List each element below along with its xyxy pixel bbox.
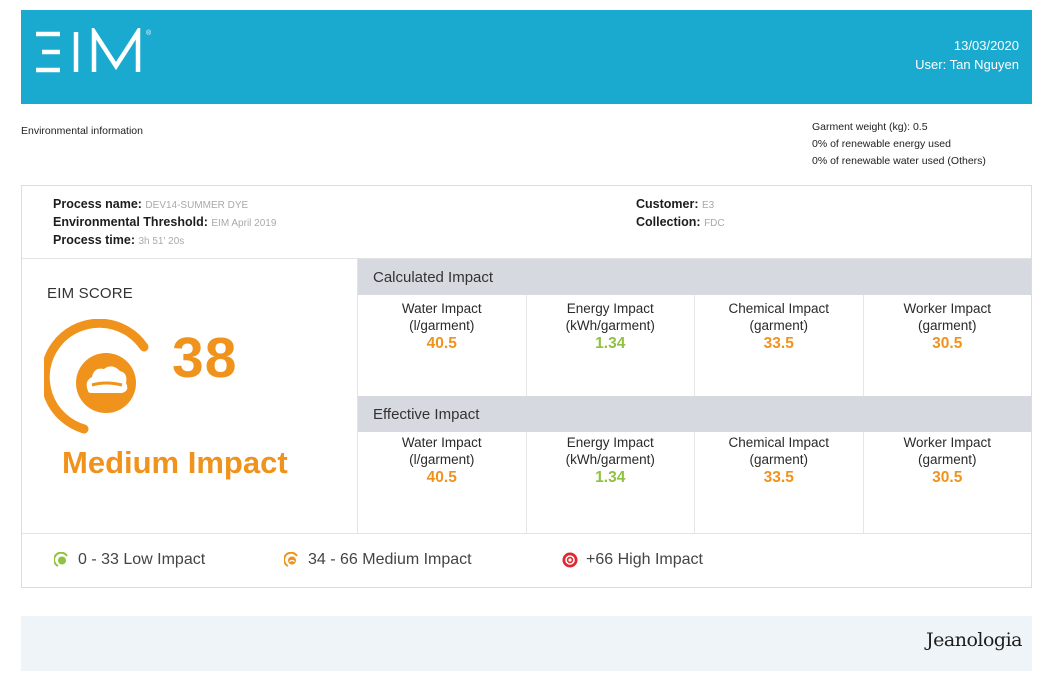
high-impact-icon xyxy=(562,552,578,568)
eim-score-value: 38 xyxy=(172,326,238,390)
renewable-energy: 0% of renewable energy used xyxy=(812,138,951,150)
impact-card: Process name: DEV14-SUMMER DYE Environme… xyxy=(21,185,1032,588)
jeanologia-logo: Jeanologia xyxy=(926,629,1022,651)
report-date: 13/03/2020 xyxy=(953,38,1019,53)
footer-bar: Jeanologia xyxy=(21,616,1032,671)
effective-impact-header: Effective Impact xyxy=(358,396,1031,432)
legend-medium-impact: 34 - 66 Medium Impact xyxy=(284,551,472,569)
impact-legend: 0 - 33 Low Impact 34 - 66 Medium Impact … xyxy=(22,533,1031,587)
process-info: Process name: DEV14-SUMMER DYE Environme… xyxy=(22,186,1031,259)
garment-info: Garment weight (kg): 0.5 0% of renewable… xyxy=(812,119,986,170)
low-impact-icon xyxy=(54,552,68,567)
registered-mark: ® xyxy=(146,30,152,37)
legend-low-impact: 0 - 33 Low Impact xyxy=(54,551,205,569)
process-name: Process name: DEV14-SUMMER DYE xyxy=(53,197,249,211)
calculated-energy-impact: Energy Impact (kWh/garment) 1.34 xyxy=(527,295,695,396)
collection: Collection: FDC xyxy=(636,215,725,229)
legend-high-impact: +66 High Impact xyxy=(562,551,703,569)
eim-score-title: EIM SCORE xyxy=(47,285,133,302)
garment-weight: Garment weight (kg): 0.5 xyxy=(812,121,928,133)
eim-logo: ® xyxy=(34,24,154,86)
effective-energy-impact: Energy Impact (kWh/garment) 1.34 xyxy=(527,432,695,533)
calculated-chemical-impact: Chemical Impact (garment) 33.5 xyxy=(695,295,864,396)
impacts-panel: Calculated Impact Water Impact (l/garmen… xyxy=(358,259,1031,533)
header-bar: ® 13/03/2020 User: Tan Nguyen xyxy=(21,10,1032,104)
medium-impact-icon xyxy=(284,552,298,567)
environmental-threshold: Environmental Threshold: EIM April 2019 xyxy=(53,215,277,229)
calculated-worker-impact: Worker Impact (garment) 30.5 xyxy=(903,301,992,352)
customer: Customer: E3 xyxy=(636,197,715,211)
eim-logo-mark xyxy=(36,24,141,73)
calculated-impact-header: Calculated Impact xyxy=(358,259,1031,295)
environmental-title: Environmental information xyxy=(21,125,143,137)
calculated-impact-row: Water Impact (l/garment) 40.5 Energy Imp… xyxy=(358,295,1031,396)
medium-impact-gauge-icon xyxy=(40,318,168,448)
effective-water-impact: Water Impact (l/garment) 40.5 xyxy=(358,432,527,533)
effective-impact-row: Water Impact (l/garment) 40.5 Energy Imp… xyxy=(358,432,1031,533)
renewable-water: 0% of renewable water used (Others) xyxy=(812,155,986,167)
effective-worker-impact: Worker Impact (garment) 30.5 xyxy=(903,435,992,486)
current-user: User: Tan Nguyen xyxy=(915,57,1019,72)
eim-score-level: Medium Impact xyxy=(62,445,288,480)
header-meta: 13/03/2020 User: Tan Nguyen xyxy=(915,36,1019,74)
calculated-water-impact: Water Impact (l/garment) 40.5 xyxy=(358,295,527,396)
process-time: Process time: 3h 51' 20s xyxy=(53,233,185,247)
effective-chemical-impact: Chemical Impact (garment) 33.5 xyxy=(695,432,864,533)
eim-score-panel: EIM SCORE 38 Medium Impact xyxy=(22,259,358,533)
